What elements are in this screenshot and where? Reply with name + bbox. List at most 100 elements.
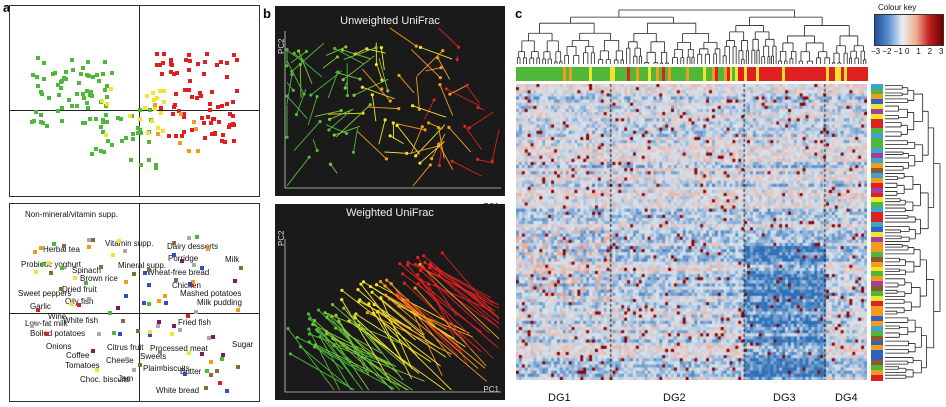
sample-point [86,105,91,110]
sample-point [160,129,165,134]
sample-point [438,82,442,87]
sample-point [183,58,188,63]
sample-point [105,83,110,88]
sample-point [368,284,373,289]
colour-key-bar [874,14,944,46]
sample-vector [416,50,444,77]
sample-point [365,47,369,51]
sample-point [315,95,319,99]
row-group-cell [871,172,883,179]
sample-point [418,161,422,165]
sample-point [211,117,216,122]
sample-point [102,59,107,64]
row-group-cell [871,133,883,140]
row-group-cell [871,345,883,352]
sample-point [80,92,85,97]
sample-group-cell [673,67,678,81]
sample-group-cell [811,67,816,81]
sample-vector [327,112,363,115]
sample-group-cell [630,67,635,81]
colour-key-tick: −3 [871,47,881,56]
food-point [68,301,73,306]
sample-point [296,49,301,53]
food-point [187,350,192,355]
sample-point [103,112,108,117]
sample-point [342,306,346,310]
sample-group-cell [662,67,667,81]
food-point [170,331,175,336]
sample-point [418,268,423,272]
panel-b-top-title: Unweighted UniFrac [340,15,440,27]
sample-point [155,95,160,100]
sample-point [124,136,129,141]
sample-vector [329,108,354,120]
sample-point [155,132,160,137]
food-label: Chicken [172,281,201,290]
sample-vector [326,333,413,391]
sample-point [379,45,383,50]
sample-group-cell [521,67,526,81]
sample-vector [420,46,453,60]
food-point [115,305,120,310]
sample-point [138,131,143,136]
sample-group-cell [647,67,652,81]
sample-point [102,119,107,124]
sample-group-cell [776,67,781,81]
sample-vector [376,311,413,380]
food-point [51,242,56,247]
sample-point [326,312,330,317]
sample-point [173,134,178,139]
food-label: Sweets [140,352,167,361]
sample-point [83,120,88,125]
sample-point [336,70,340,74]
food-point [199,351,204,356]
sample-point [344,131,349,136]
sample-group-cell [565,67,570,81]
sample-point [330,314,334,319]
row-group-cell [871,370,883,377]
sample-point [397,73,401,78]
food-point [171,241,176,246]
sample-group-cell [682,67,687,81]
food-point [123,280,128,285]
sample-group-cell [782,67,787,81]
food-point [39,246,44,251]
food-point [225,388,230,393]
food-point [141,300,146,305]
sample-vector [396,125,420,155]
sample-group-cell [714,67,719,81]
sample-point [56,93,61,98]
food-point [193,310,198,315]
row-group-cell [871,266,883,273]
sample-point [224,101,229,106]
row-group-cell [871,148,883,155]
sample-group-cell [694,67,699,81]
sample-point [374,46,378,50]
sample-point [118,117,123,122]
sample-point [219,104,224,109]
sample-group-cell [817,67,822,81]
sample-point [388,134,392,138]
sample-point [81,96,86,101]
sample-point [416,255,420,260]
sample-point [99,149,104,154]
sample-point [441,49,445,53]
row-group-cell [871,212,883,219]
group-label-dg3: DG3 [773,392,796,404]
sample-point [127,113,132,118]
sample-point [398,262,402,266]
sample-vector [441,252,500,320]
colour-key-title: Colour key [878,3,917,12]
sample-vector [402,273,483,333]
sample-vector [355,313,432,363]
sample-point [39,90,44,95]
sample-point [90,75,95,80]
sample-point [423,260,427,265]
panel-b-top-plot [284,27,501,189]
sample-point [450,159,454,163]
sample-point [88,117,93,122]
sample-group-cell [697,67,702,81]
sample-group-cell [545,67,550,81]
food-label: Mashed potatoes [180,289,242,298]
panel-b-bottom-x-label: PC1 [483,385,499,394]
